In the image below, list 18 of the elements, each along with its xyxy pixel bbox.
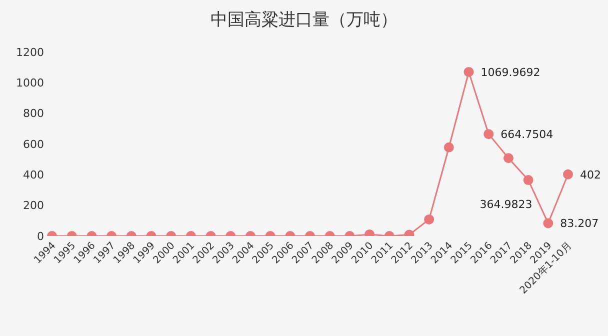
y-tick-label: 1200 — [16, 46, 44, 59]
point — [444, 142, 454, 152]
y-tick-label: 0 — [37, 230, 44, 243]
y-tick-label: 400 — [23, 168, 44, 182]
data-label: 83.207 — [560, 217, 599, 230]
data-label: 664.7504 — [500, 128, 554, 142]
y-tick-label: 600 — [23, 138, 44, 151]
y-tick-label: 800 — [23, 107, 44, 120]
point — [523, 175, 534, 186]
point — [503, 153, 514, 164]
y-tick-label: 200 — [23, 199, 44, 212]
point — [484, 129, 494, 140]
data-label: 364.9823 — [480, 198, 532, 212]
data-label: 402 — [580, 168, 601, 182]
chart-title: 中国高粱进口量（万吨） — [210, 9, 398, 31]
y-tick-label: 1000 — [16, 76, 44, 90]
point — [563, 169, 573, 180]
data-label: 1069.9692 — [480, 66, 540, 79]
